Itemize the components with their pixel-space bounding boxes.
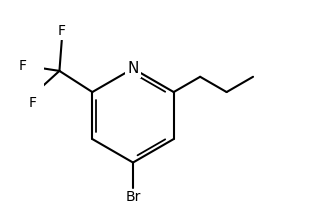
- Text: N: N: [127, 61, 139, 76]
- Text: F: F: [28, 96, 36, 110]
- Text: Br: Br: [125, 190, 141, 204]
- Text: F: F: [18, 59, 27, 73]
- Text: F: F: [58, 25, 66, 38]
